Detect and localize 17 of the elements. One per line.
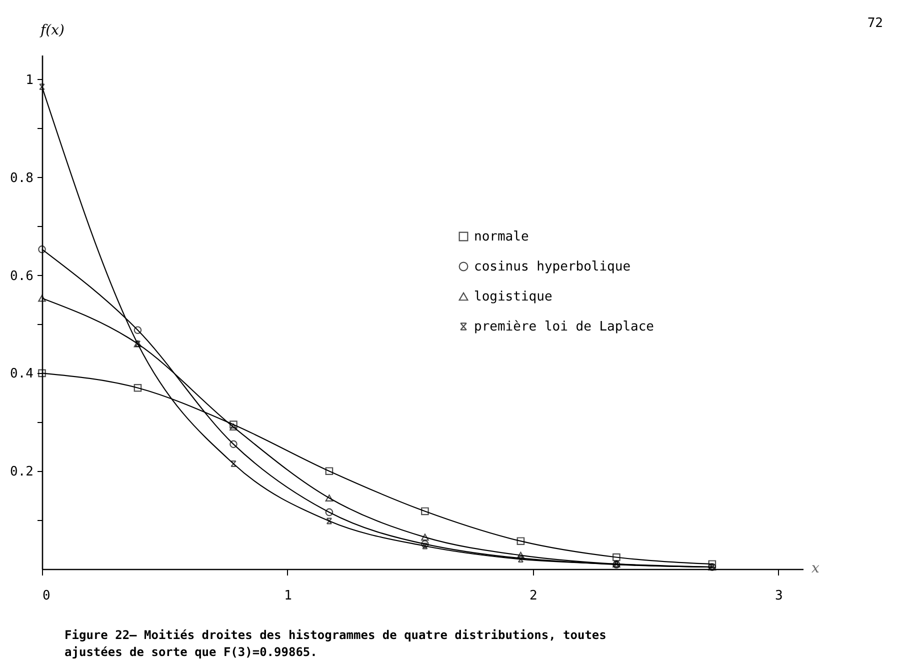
x-tick-label: 2 (530, 588, 538, 604)
y-axis-title: f(x) (39, 22, 65, 38)
legend-label: normale (474, 230, 529, 244)
legend-label: cosinus hyperbolique (474, 260, 631, 274)
text: Figure 22— Moitiés droites des histogrammes de quatre distributions, toutes ajustées de sorte que F(3)=0.99865. (64, 628, 606, 659)
text: 72 (867, 16, 883, 31)
y-tick-label: 1 (26, 72, 34, 88)
legend-label: logistique (474, 290, 552, 304)
x-tick-label: 0 (42, 588, 50, 604)
legend-label: première loi de Laplace (474, 320, 654, 334)
y-tick-label: 0.2 (10, 464, 34, 480)
x-tick-label: 3 (775, 588, 783, 604)
x-tick-label: 1 (284, 588, 292, 604)
y-tick-label: 0.6 (10, 268, 34, 284)
y-tick-label: 0.8 (10, 170, 34, 186)
x-axis-title: x (812, 560, 820, 576)
y-tick-label: 0.4 (10, 366, 34, 382)
